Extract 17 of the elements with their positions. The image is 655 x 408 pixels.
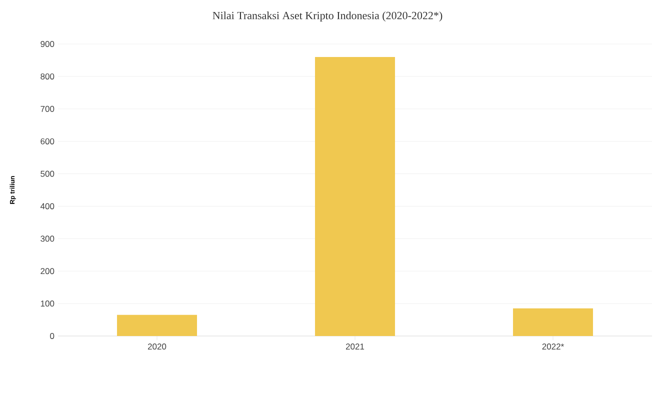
x-tick-label: 2020 [148,344,166,350]
y-tick-label: 200 [40,268,54,274]
bar [117,314,198,336]
bar [513,308,594,336]
chart-title: Nilai Transaksi Aset Kripto Indonesia (2020-2022*) [212,12,442,22]
y-tick-label: 600 [40,138,54,144]
y-tick-label: 700 [40,106,54,112]
x-tick-label: 2022* [542,344,564,350]
y-tick-label: 800 [40,73,54,80]
y-tick-label: 900 [40,41,54,48]
bar [315,56,396,336]
y-tick-label: 400 [40,203,54,210]
y-tick-label: 100 [40,300,54,307]
x-tick-label: 2021 [346,344,364,350]
y-tick-label: 500 [40,170,54,177]
y-tick-label: 300 [40,236,54,242]
y-tick-label: 0 [50,332,54,340]
